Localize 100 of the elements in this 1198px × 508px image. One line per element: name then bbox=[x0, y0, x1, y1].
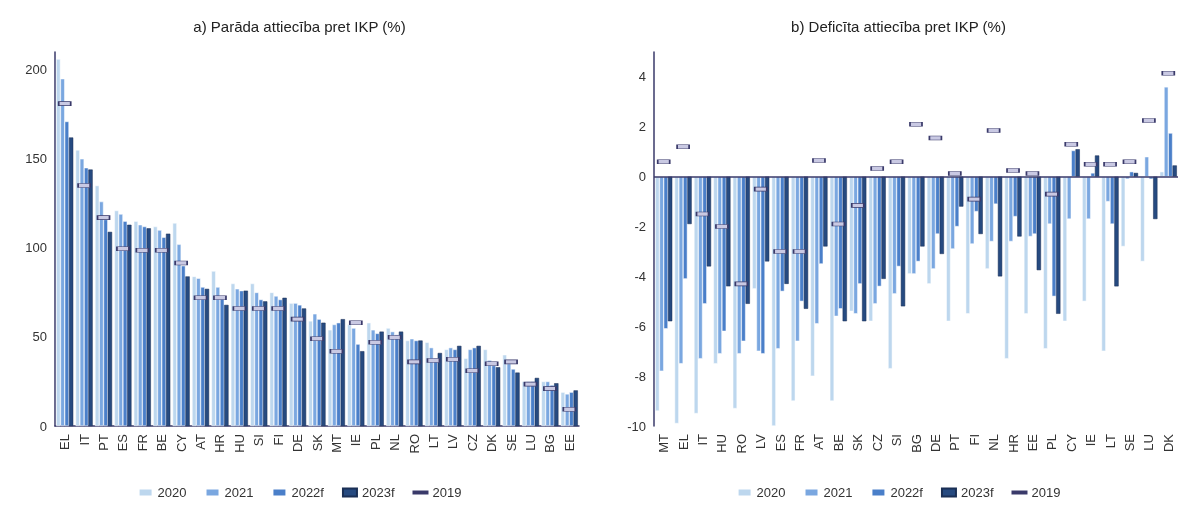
y-tick-label: 50 bbox=[32, 329, 47, 345]
bar bbox=[114, 210, 119, 426]
bar bbox=[732, 176, 738, 409]
y-tick-label: 150 bbox=[25, 151, 47, 167]
x-tick-label: EE bbox=[561, 433, 577, 452]
bar bbox=[146, 228, 151, 426]
bar bbox=[810, 176, 815, 377]
x-tick-label: PL bbox=[367, 434, 383, 450]
bar bbox=[88, 169, 93, 426]
bar bbox=[1043, 176, 1048, 349]
bar bbox=[985, 176, 990, 269]
bar bbox=[888, 176, 893, 369]
bar bbox=[297, 304, 302, 426]
bar bbox=[849, 176, 854, 312]
x-tick-label: SE bbox=[1121, 433, 1137, 452]
bar bbox=[554, 383, 559, 426]
bar bbox=[230, 283, 236, 426]
bar bbox=[978, 176, 983, 235]
x-tick-label: IT bbox=[695, 433, 711, 446]
bar bbox=[185, 276, 190, 426]
x-tick-label: AT bbox=[811, 433, 827, 450]
x-tick-label: BG bbox=[908, 434, 924, 453]
legend-label: 2019 bbox=[1031, 485, 1061, 500]
x-tick-label: LU bbox=[522, 434, 538, 451]
bar bbox=[289, 303, 294, 426]
x-tick-label: NL bbox=[986, 434, 1002, 451]
x-tick-label: CZ bbox=[464, 433, 480, 452]
bar bbox=[939, 176, 944, 254]
bar bbox=[243, 290, 248, 426]
x-tick-label: DK bbox=[484, 433, 500, 453]
x-tick-label: LT bbox=[1102, 433, 1118, 449]
x-tick-label: NL bbox=[387, 434, 403, 451]
bar bbox=[560, 392, 566, 426]
x-tick-label: LV bbox=[445, 433, 461, 449]
bar bbox=[68, 137, 74, 426]
x-tick-label: IE bbox=[348, 433, 364, 447]
legend-label: 2021 bbox=[823, 485, 853, 500]
y-tick-label: -10 bbox=[627, 418, 646, 434]
bar bbox=[784, 176, 789, 284]
x-tick-label: ES bbox=[115, 433, 131, 452]
bar bbox=[726, 176, 731, 287]
x-tick-label: CY bbox=[173, 433, 189, 453]
x-tick-label: LV bbox=[753, 433, 769, 449]
chart-title: a) Parāda attiecība pret IKP (%) bbox=[193, 18, 406, 35]
bar bbox=[1071, 150, 1076, 177]
bar bbox=[224, 304, 229, 426]
bar bbox=[204, 288, 210, 426]
x-tick-label: LU bbox=[1141, 434, 1157, 451]
x-tick-label: FI bbox=[966, 434, 982, 446]
bar bbox=[418, 340, 423, 426]
bar bbox=[107, 231, 113, 426]
bar bbox=[997, 176, 1003, 277]
chart-title: b) Deficīta attiecība pret IKP (%) bbox=[791, 18, 1006, 35]
x-tick-label: FR bbox=[792, 434, 808, 452]
bar bbox=[340, 319, 345, 426]
bar bbox=[483, 349, 488, 426]
bar bbox=[803, 176, 809, 309]
bar bbox=[959, 176, 964, 207]
bar bbox=[1101, 176, 1106, 352]
x-tick-label: AT bbox=[193, 433, 209, 450]
bar bbox=[444, 349, 449, 426]
x-tick-label: LT bbox=[425, 433, 441, 449]
x-tick-label: SE bbox=[503, 433, 519, 452]
bar bbox=[321, 322, 326, 426]
bar bbox=[1114, 176, 1119, 287]
bar bbox=[293, 303, 298, 426]
bar bbox=[920, 176, 925, 247]
bar bbox=[745, 176, 750, 304]
bar bbox=[351, 328, 356, 426]
bar bbox=[196, 278, 201, 426]
bar bbox=[282, 297, 287, 426]
bar bbox=[842, 176, 847, 322]
bar bbox=[1075, 149, 1080, 177]
bar bbox=[386, 328, 391, 426]
legend-label: 2022f bbox=[291, 485, 325, 500]
y-tick-label: 2 bbox=[638, 119, 646, 135]
bar bbox=[390, 331, 395, 426]
bar bbox=[157, 230, 162, 426]
x-tick-label: IT bbox=[76, 433, 92, 446]
x-tick-label: DE bbox=[927, 433, 943, 453]
bar bbox=[1056, 176, 1061, 314]
bar bbox=[534, 377, 540, 426]
x-tick-label: FI bbox=[270, 434, 286, 446]
y-tick-label: -6 bbox=[634, 318, 646, 334]
bar bbox=[946, 176, 951, 322]
bar bbox=[1153, 176, 1158, 220]
bar bbox=[437, 352, 442, 426]
x-tick-label: HR bbox=[1005, 434, 1021, 453]
x-tick-label: CY bbox=[1063, 433, 1079, 453]
bar bbox=[1144, 156, 1149, 177]
x-tick-label: EE bbox=[1024, 433, 1040, 452]
x-tick-label: HU bbox=[231, 434, 247, 453]
bar bbox=[907, 176, 912, 274]
y-tick-label: 0 bbox=[638, 169, 646, 185]
bar bbox=[278, 299, 283, 426]
bar bbox=[476, 345, 481, 426]
bar bbox=[687, 176, 692, 225]
x-tick-label: BE bbox=[154, 433, 170, 452]
bar bbox=[301, 308, 307, 426]
x-tick-label: RO bbox=[733, 434, 749, 454]
